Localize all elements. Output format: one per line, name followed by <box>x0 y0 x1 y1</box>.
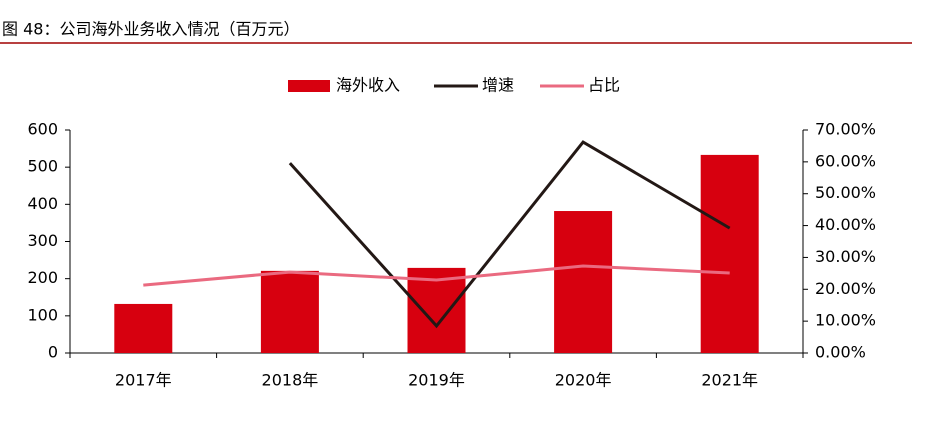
legend-label: 增速 <box>482 76 514 95</box>
y2-tick-label: 0.00% <box>815 343 866 362</box>
y-tick-label: 500 <box>27 157 58 176</box>
y-tick-label: 200 <box>27 268 58 287</box>
y-tick-label: 300 <box>27 231 58 250</box>
legend-swatch <box>288 80 330 92</box>
y2-tick-label: 60.00% <box>815 151 876 170</box>
x-tick-label: 2019年 <box>408 371 465 390</box>
y-tick-label: 600 <box>27 120 58 139</box>
y2-tick-label: 20.00% <box>815 279 876 298</box>
y2-tick-label: 70.00% <box>815 120 876 139</box>
x-tick-label: 2020年 <box>555 371 612 390</box>
y-tick-label: 400 <box>27 194 58 213</box>
x-tick-label: 2018年 <box>262 371 319 390</box>
bar <box>260 270 319 353</box>
bar <box>407 267 466 353</box>
x-tick-label: 2021年 <box>701 371 758 390</box>
line <box>143 264 730 287</box>
y2-tick-label: 30.00% <box>815 247 876 266</box>
legend-label: 海外收入 <box>336 76 400 95</box>
y2-tick-label: 10.00% <box>815 311 876 330</box>
y2-tick-label: 50.00% <box>815 183 876 202</box>
bar <box>554 211 613 353</box>
y-tick-label: 0 <box>48 343 58 362</box>
x-tick-label: 2017年 <box>115 371 172 390</box>
legend-label: 占比 <box>588 76 620 95</box>
chart-title: 图 48：公司海外业务收入情况（百万元） <box>2 20 299 39</box>
y2-tick-label: 40.00% <box>815 215 876 234</box>
bar <box>700 154 759 353</box>
y-tick-label: 100 <box>27 305 58 324</box>
bar <box>114 303 173 353</box>
line <box>288 140 731 329</box>
